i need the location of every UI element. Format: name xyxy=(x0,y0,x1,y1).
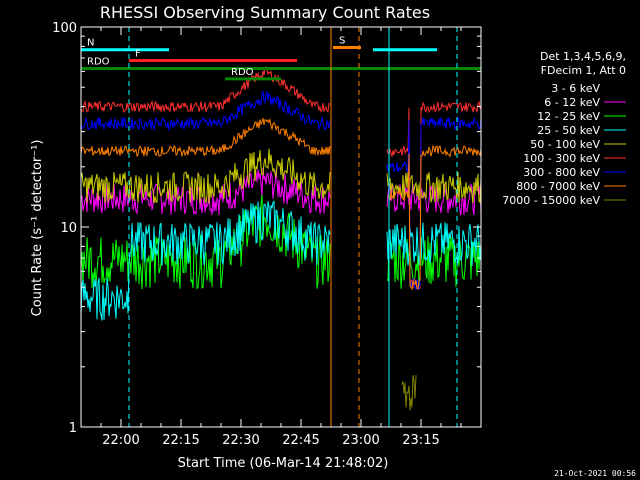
x-tick-label: 22:00 xyxy=(102,433,139,448)
x-tick-label: 23:15 xyxy=(402,433,439,448)
x-tick-label: 22:30 xyxy=(222,433,259,448)
legend-entry-label: 100 - 300 keV xyxy=(523,152,600,165)
legend-entry-label: 12 - 25 keV xyxy=(537,110,600,123)
legend-entry-label: 3 - 6 keV xyxy=(551,82,600,95)
y-tick-label: 1 xyxy=(69,421,77,436)
legend-entry-label: 25 - 50 keV xyxy=(537,124,600,137)
y-axis-label: Count Rate (s⁻¹ detector⁻¹) xyxy=(30,140,45,317)
status-band-label: F xyxy=(135,48,141,59)
series-line xyxy=(81,90,481,291)
x-tick-label: 22:15 xyxy=(162,433,199,448)
series-line xyxy=(81,65,481,290)
chart-title: RHESSI Observing Summary Count Rates xyxy=(100,3,430,22)
plot-area: N F RDO RDO S xyxy=(81,27,481,427)
legend-entry-label: 7000 - 15000 keV xyxy=(502,194,600,207)
x-axis-label: Start Time (06-Mar-14 21:48:02) xyxy=(178,456,389,471)
legend: Det 1,3,4,5,6,9,FDecim 1, Att 0 3 - 6 keV… xyxy=(502,50,626,207)
series-line xyxy=(81,194,481,290)
series-line xyxy=(81,148,481,204)
legend-entry-label: 800 - 7000 keV xyxy=(516,180,600,193)
status-band-label: RDO xyxy=(231,67,254,78)
status-band-label: N xyxy=(87,38,94,49)
y-axis: 1 10 100 xyxy=(52,21,481,436)
x-tick-label: 23:00 xyxy=(342,433,379,448)
footer-timestamp: 21-Oct-2021 00:56 xyxy=(554,469,636,478)
legend-entry-label: 300 - 800 keV xyxy=(523,166,600,179)
legend-header: FDecim 1, Att 0 xyxy=(541,64,626,77)
status-band-label: RDO xyxy=(87,57,110,68)
status-band-label: S xyxy=(339,35,345,46)
series-line xyxy=(401,375,417,411)
x-tick-label: 22:45 xyxy=(282,433,319,448)
legend-entry-label: 50 - 100 keV xyxy=(530,138,600,151)
y-tick-label: 10 xyxy=(60,221,77,236)
legend-entry-label: 6 - 12 keV xyxy=(544,96,600,109)
legend-header: Det 1,3,4,5,6,9, xyxy=(540,50,626,63)
x-axis: 22:00 22:15 22:30 22:45 23:00 23:15 xyxy=(100,27,482,448)
series-line xyxy=(81,117,481,291)
y-tick-label: 100 xyxy=(52,21,77,36)
series-line xyxy=(81,200,481,321)
